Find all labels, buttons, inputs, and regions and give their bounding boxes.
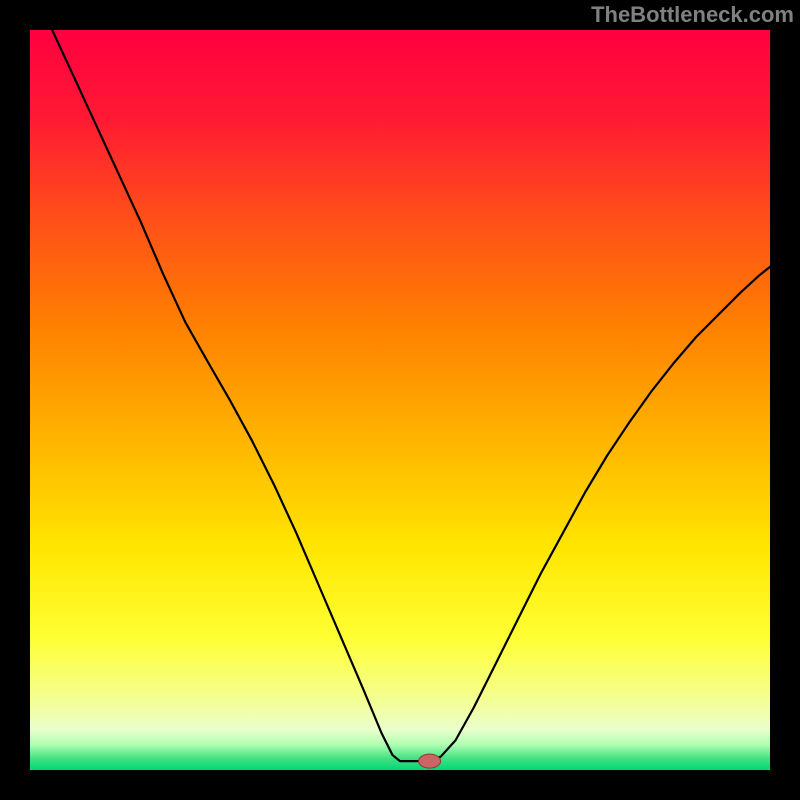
bottleneck-chart: TheBottleneck.com [0, 0, 800, 800]
chart-svg [0, 0, 800, 800]
watermark-text: TheBottleneck.com [591, 2, 794, 28]
optimal-point-marker [419, 754, 441, 768]
chart-background-gradient [30, 30, 770, 770]
